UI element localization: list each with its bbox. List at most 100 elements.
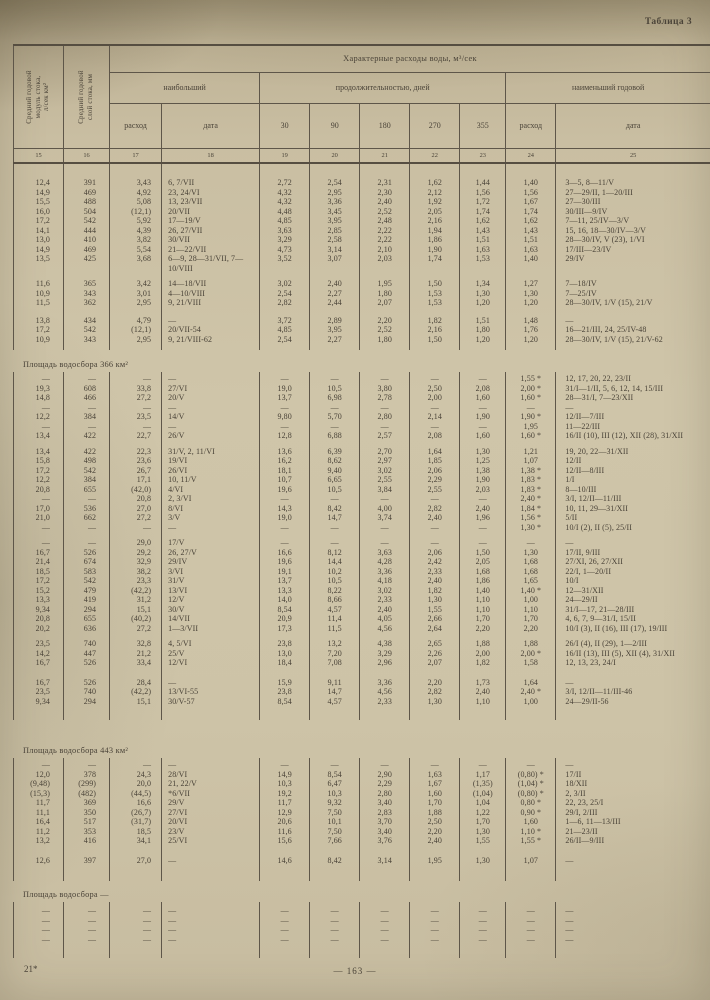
table-cell: 1,63 (459, 244, 506, 254)
table-cell: 8—10/III (555, 484, 710, 494)
table-row: 20,2 636 27,2 1—3/VII 17,3 11,5 4,56 2,64 2,20 2,… (14, 623, 710, 633)
table-cell: — (359, 915, 410, 925)
table-cell: — (505, 925, 556, 935)
table-cell: 16/II (10), III (12), XII (28), 31/XII (555, 431, 710, 441)
table-cell: 1,86 (409, 235, 460, 245)
table-cell: 353 (63, 826, 110, 836)
table-cell: 416 (63, 836, 110, 846)
table-cell: *6/VII (161, 788, 260, 798)
table-cell: — (109, 760, 162, 770)
table-cell: 15,6 (259, 836, 310, 846)
table-cell: 20,6 (259, 817, 310, 827)
table-cell: 2,40 (409, 836, 460, 846)
spacer-row (14, 944, 710, 958)
table-cell: 28/VI (161, 769, 260, 779)
table-cell: — (41, 374, 51, 383)
table-cell: 2,78 (359, 393, 410, 403)
table-cell: 2,58 (309, 235, 360, 245)
table-cell: 1,86 (459, 576, 506, 586)
table-cell: 22,7 (109, 431, 162, 441)
table-row: 14,8 466 27,2 20/V 13,7 6,98 2,78 2,00 1,60 1,60 … (14, 393, 710, 403)
table-cell: 27,0 (109, 855, 162, 865)
table-cell: 38,2 (109, 566, 162, 576)
table-cell: 11—22/III (555, 421, 710, 431)
spacer-row (14, 667, 710, 678)
table-cell: — (161, 315, 260, 325)
table-cell: 1,88 (505, 639, 556, 649)
table-cell: 4,32 (259, 187, 310, 197)
table-cell: 504 (63, 206, 110, 216)
table-cell: 4,48 (259, 206, 310, 216)
table-cell: 2, 3/VI (161, 494, 260, 504)
table-cell: 3,45 (309, 206, 360, 216)
table-cell: 2,27 (309, 288, 360, 298)
table-cell: 1,00 (505, 595, 556, 605)
table-cell: 4,85 (259, 216, 310, 226)
table-cell: 3,82 (109, 235, 162, 245)
table-cell: — (309, 915, 360, 925)
table-row: — — — — — — — — — — — (14, 934, 710, 944)
table-cell: 27,2 (109, 623, 162, 633)
table-cell: 14,3 (259, 503, 310, 513)
table-cell: 11,7 (35, 798, 51, 807)
table-cell: 17,1 (109, 475, 162, 485)
table-cell: 11,6 (35, 279, 51, 288)
table-row: 16,4 517 (31,7) 20/VI 20,6 10,1 3,70 2,50 1,70 1,… (14, 817, 710, 827)
data-table: 12,4 391 3,43 6, 7/VII 2,72 2,54 2,31 1,62 1,44 1… (13, 164, 710, 350)
table-cell: 1,30 (459, 288, 506, 298)
table-cell: 7,20 (309, 648, 360, 658)
table-cell: 4,00 (359, 503, 410, 513)
table-cell: 1,22 (459, 807, 506, 817)
table-cell: 6—9, 28—31/VII, 7—10/VIII (161, 254, 260, 273)
table-cell: 13/VI-55 (161, 687, 260, 697)
table-cell: 11,4 (309, 614, 360, 624)
table-cell: (1,35) (459, 779, 506, 789)
table-cell: 2,52 (359, 325, 410, 335)
table-cell: 447 (63, 648, 110, 658)
table-row: — — — — — — — — —1,30 * 10/I (2), II (5), 25/II (14, 522, 710, 532)
table-cell: 2,83 (359, 807, 410, 817)
table-cell: 14,1 (35, 225, 51, 235)
table-row: 11,2 353 18,5 23/V 11,6 7,50 3,40 2,20 1,30 1,10 … (14, 826, 710, 836)
table-cell: 18,4 (259, 658, 310, 668)
table-cell: — (409, 934, 460, 944)
table-cell: 18/XII (555, 779, 710, 789)
table-row: 11,6 365 3,42 14—18/VII 3,02 2,40 1,95 1,50 1,34… (14, 279, 710, 289)
table-cell: — (259, 925, 310, 935)
table-cell: 24,3 (109, 769, 162, 779)
table-cell: 2,82 (409, 687, 460, 697)
table-cell: 636 (63, 623, 110, 633)
subheader-max-discharge: расход (109, 103, 162, 149)
table-cell: — (41, 934, 51, 944)
table-cell: 1,80 (459, 325, 506, 335)
table-cell: — (309, 925, 360, 935)
table-cell: 3,76 (359, 836, 410, 846)
table-row: 15,2 479 (42,2) 13/VI 13,3 8,22 3,02 1,82 1,40 1,… (14, 585, 710, 595)
table-cell: 2,00 (409, 393, 460, 403)
table-cell: 3,72 (259, 315, 310, 325)
table-cell: 674 (63, 557, 110, 567)
table-cell: 19/VI (161, 456, 260, 466)
table-cell: (42,0) (109, 484, 162, 494)
table-cell: — (259, 915, 310, 925)
table-cell: — (259, 421, 310, 431)
table-cell: 466 (63, 393, 110, 403)
table-cell: — (161, 421, 260, 431)
table-cell: 2, 3/II (555, 788, 710, 798)
table-cell: 10,9 (35, 334, 51, 344)
table-cell: — (259, 374, 310, 384)
table-cell: 2,65 (409, 639, 460, 649)
table-cell: 343 (63, 334, 110, 344)
table-cell: 1,20 (459, 298, 506, 308)
table-cell: 1,51 (459, 235, 506, 245)
table-cell: 1,65 (505, 576, 556, 586)
table-cell: 13,6 (259, 446, 310, 456)
table-cell: 655 (63, 484, 110, 494)
table-cell: — (309, 760, 360, 770)
table-cell: — (63, 906, 110, 916)
table-cell: 369 (63, 798, 110, 808)
table-cell: 26/I (4), II (29), 1—2/III (555, 639, 710, 649)
table-cell: — (63, 760, 110, 770)
subheader-duration-355: 355 (459, 103, 506, 149)
table-row: 21,0 662 27,2 3/V 19,0 14,7 3,74 2,40 1,96 1,56 *… (14, 513, 710, 523)
